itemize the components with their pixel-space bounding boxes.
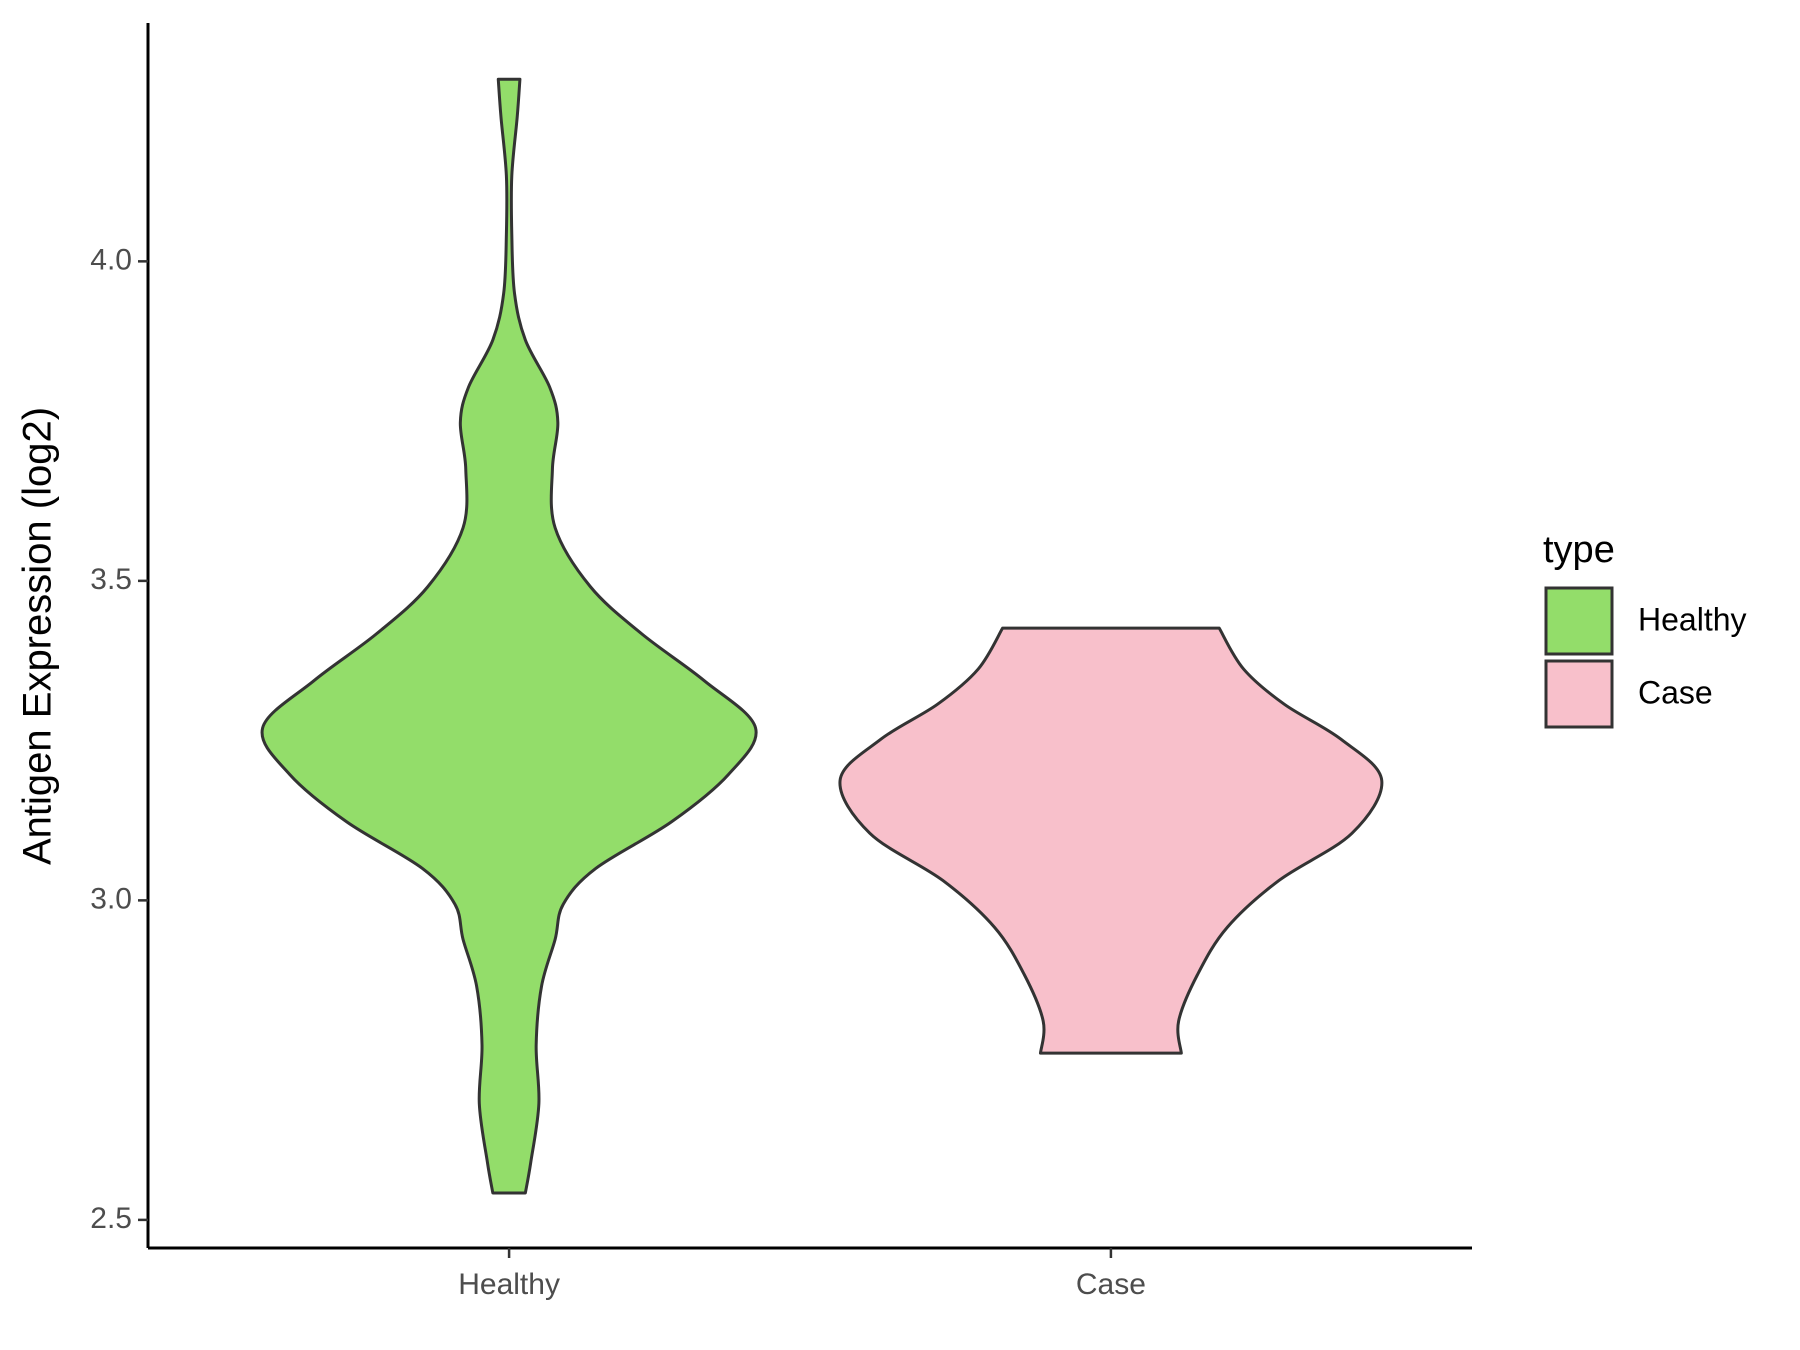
legend-key: [1544, 586, 1614, 656]
legend-key: [1544, 659, 1614, 729]
legend-label: Healthy: [1638, 601, 1747, 637]
y-tick-label: 3.0: [90, 882, 132, 915]
violin: [260, 77, 758, 1195]
y-tick-label: 2.5: [90, 1202, 132, 1235]
y-axis-title: Antigen Expression (log2): [16, 407, 60, 865]
violin: [838, 626, 1384, 1055]
y-tick-label: 4.0: [90, 243, 132, 276]
legend-label: Case: [1638, 674, 1713, 710]
x-tick-label: Case: [1076, 1268, 1146, 1301]
y-tick-label: 3.5: [90, 563, 132, 596]
x-tick-label: Healthy: [458, 1268, 560, 1301]
legend-title: type: [1543, 529, 1615, 571]
